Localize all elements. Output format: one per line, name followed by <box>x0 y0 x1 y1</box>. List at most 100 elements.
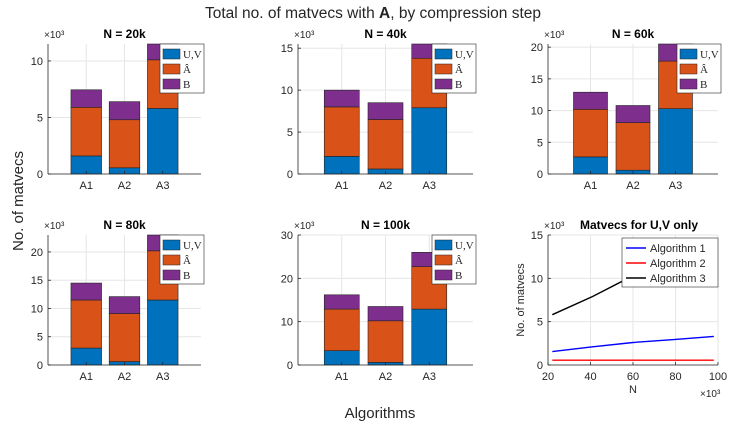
bar-segment <box>367 102 404 120</box>
legend-label: Â <box>183 64 191 76</box>
bar-segment <box>323 89 360 108</box>
bar-segment <box>70 89 102 108</box>
legend-label: U,V <box>455 240 474 252</box>
chart-panel-2: 0 5 10 15 A1 A2 A3 ×10³ N = 40k U,V ÂB <box>281 27 477 192</box>
panel-title: N = 60k <box>612 27 655 41</box>
y-tick-label: 5 <box>37 112 43 124</box>
x-tick-label: A1 <box>80 180 93 192</box>
panel-title: Matvecs for U,V only <box>580 218 698 232</box>
y-tick-label: 30 <box>281 230 293 242</box>
legend-swatch <box>434 239 453 251</box>
bar-segment <box>367 320 404 363</box>
figure-xlabel: Algorithms <box>345 405 416 422</box>
legend-label: Algorithm 1 <box>650 243 706 255</box>
x-tick-label: 20 <box>542 371 554 383</box>
panel-title: N = 20k <box>103 27 146 41</box>
bar-segment <box>147 299 179 366</box>
bar-segment <box>108 119 141 169</box>
legend-label: B <box>183 79 190 91</box>
bar-segment <box>573 91 608 110</box>
legend-label: U,V <box>183 49 202 61</box>
panel-title: N = 100k <box>361 218 410 232</box>
bar-segment <box>323 106 360 157</box>
x-tick-label: A3 <box>423 180 436 192</box>
y-tick-label: 10 <box>531 273 543 285</box>
y-exponent-label: ×10³ <box>544 221 565 232</box>
x-tick-label: A2 <box>118 371 131 383</box>
y-exponent-label: ×10³ <box>294 30 315 41</box>
bar-segment <box>615 105 651 123</box>
y-tick-label: 0 <box>37 169 43 181</box>
x-tick-label: A1 <box>335 371 348 383</box>
y-tick-label: 15 <box>281 43 293 55</box>
bar-segment <box>323 294 360 310</box>
series-line <box>552 335 714 353</box>
legend-swatch <box>679 48 698 60</box>
y-tick-label: 0 <box>37 360 43 372</box>
legend-label: Â <box>455 64 463 76</box>
x-tick-label: 60 <box>627 371 639 383</box>
x-tick-label: A2 <box>118 180 131 192</box>
legend-label: Â <box>455 255 463 267</box>
y-tick-label: 5 <box>287 127 293 139</box>
chart-panel-1: 0 5 10 A1 A2 A3 ×10³ N = 20k U,V ÂB <box>31 27 205 192</box>
legend-swatch <box>434 78 453 90</box>
x-tick-label: A1 <box>584 180 597 192</box>
y-exponent-label: ×10³ <box>294 221 315 232</box>
legend-label: B <box>700 79 707 91</box>
bar-segment <box>411 308 448 366</box>
x-tick-label: A3 <box>423 371 436 383</box>
legend-swatch <box>434 254 453 266</box>
y-tick-label: 15 <box>531 74 543 86</box>
legend-label: U,V <box>183 240 202 252</box>
legend-swatch <box>162 78 181 90</box>
y-tick-label: 10 <box>531 106 543 118</box>
chart-panel-5: 0 10 20 30 A1 A2 A3 ×10³ N = 100k U,V ÂB <box>281 218 477 383</box>
legend-label: Algorithm 3 <box>650 273 706 285</box>
y-tick-label: 20 <box>531 42 543 54</box>
bar-segment <box>108 296 141 314</box>
bar-segment <box>615 122 651 171</box>
y-tick-label: 10 <box>31 56 43 68</box>
legend-swatch <box>434 48 453 60</box>
bar-segment <box>108 101 141 121</box>
legend-swatch <box>162 63 181 75</box>
legend-label: Â <box>700 64 708 76</box>
legend-label: B <box>183 270 190 282</box>
legend-swatch <box>679 78 698 90</box>
legend-label: B <box>455 270 462 282</box>
x-tick-label: A3 <box>669 180 682 192</box>
y-exponent-label: ×10³ <box>44 221 65 232</box>
bar-segment <box>658 108 693 175</box>
legend-label: U,V <box>700 49 719 61</box>
y-tick-label: 10 <box>281 317 293 329</box>
bar-segment <box>573 109 608 158</box>
chart-panel-3: 0 5 10 15 20 A1 A2 A3 ×10³ N = 60k U,V ÂB <box>531 27 722 192</box>
x-tick-label: 40 <box>584 371 596 383</box>
y-tick-label: 20 <box>31 247 43 259</box>
legend-swatch <box>679 63 698 75</box>
x-tick-label: A2 <box>379 180 392 192</box>
bar-segment <box>70 299 102 349</box>
legend-swatch <box>434 63 453 75</box>
legend-label: U,V <box>455 49 474 61</box>
y-tick-label: 10 <box>31 303 43 315</box>
y-tick-label: 10 <box>281 85 293 97</box>
x-tick-label: A2 <box>379 371 392 383</box>
bar-segment <box>70 107 102 157</box>
bar-segment <box>367 119 404 170</box>
legend-swatch <box>162 269 181 281</box>
panel-title: N = 40k <box>364 27 407 41</box>
x-tick-label: A1 <box>80 371 93 383</box>
legend-swatch <box>162 48 181 60</box>
x-exponent-label: ×10³ <box>700 389 721 400</box>
bar-segment <box>147 108 179 175</box>
y-tick-label: 0 <box>287 169 293 181</box>
y-tick-label: 15 <box>531 230 543 242</box>
legend-label: Â <box>183 255 191 267</box>
legend-swatch <box>434 269 453 281</box>
y-tick-label: 15 <box>31 275 43 287</box>
y-tick-label: 5 <box>537 137 543 149</box>
